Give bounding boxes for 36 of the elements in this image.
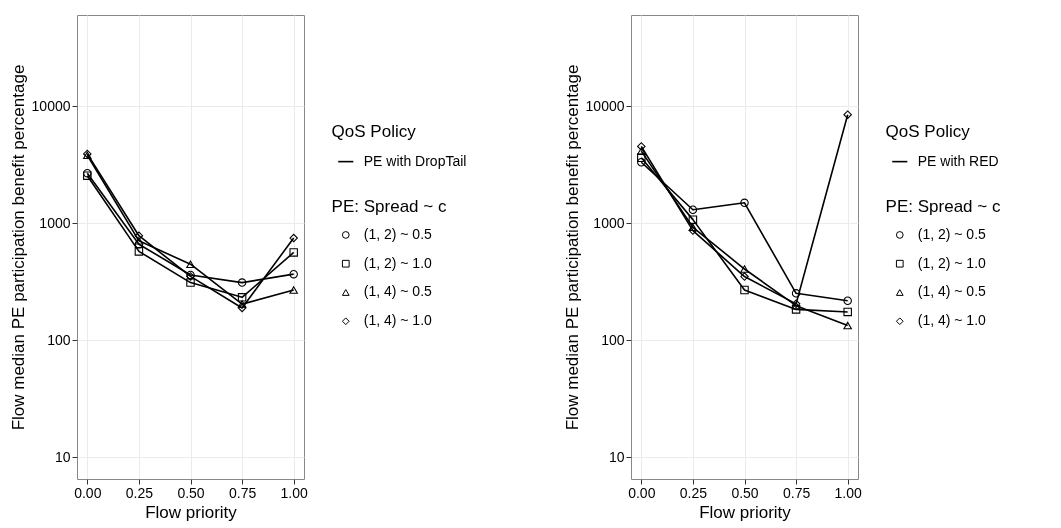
y-tick-label: 10000 bbox=[585, 97, 625, 114]
legend-label: (1, 2) ~ 1.0 bbox=[363, 254, 433, 271]
y-tick-label: 100 bbox=[601, 331, 625, 348]
y-axis-title: Flow median PE participation benefit percentage bbox=[562, 64, 582, 431]
y-tick-label: 10000 bbox=[31, 97, 71, 114]
text: QoS Policy bbox=[885, 121, 971, 141]
y-axis-title: Flow median PE participation benefit percentage bbox=[8, 64, 28, 431]
legend-title: PE: Spread ~ c bbox=[885, 197, 1001, 217]
x-tick-label: 0.25 bbox=[679, 484, 708, 501]
y-tick-label: 1000 bbox=[593, 214, 625, 231]
y-tick-label: 10 bbox=[54, 448, 71, 465]
legend-label: (1, 2) ~ 0.5 bbox=[363, 225, 433, 242]
x-tick-label: 0.50 bbox=[177, 484, 205, 501]
legend-label: (1, 4) ~ 0.5 bbox=[917, 283, 987, 300]
text: PE with RED bbox=[917, 152, 999, 169]
legend-title: PE: Spread ~ c bbox=[331, 197, 447, 217]
y-tick-label: 10 bbox=[608, 448, 625, 465]
y-tick-label: 1000 bbox=[39, 214, 71, 231]
x-tick-label: 0.00 bbox=[628, 484, 656, 501]
x-tick-label: 1.00 bbox=[280, 484, 309, 501]
text: QoS Policy bbox=[331, 121, 417, 141]
legend-label: (1, 2) ~ 1.0 bbox=[917, 254, 987, 271]
x-tick-label: 0.25 bbox=[125, 484, 154, 501]
x-tick-label: 0.75 bbox=[228, 484, 257, 501]
x-tick-label: 1.00 bbox=[834, 484, 863, 501]
x-axis-title: Flow priority bbox=[699, 502, 792, 522]
y-tick-label: 100 bbox=[47, 331, 71, 348]
x-tick-label: 0.50 bbox=[731, 484, 759, 501]
legend-label: (1, 4) ~ 1.0 bbox=[363, 312, 433, 329]
legend-label: (1, 4) ~ 1.0 bbox=[917, 312, 987, 329]
x-tick-label: 0.00 bbox=[74, 484, 102, 501]
x-axis-title: Flow priority bbox=[145, 502, 238, 522]
text: PE with DropTail bbox=[363, 152, 467, 169]
legend-label: (1, 2) ~ 0.5 bbox=[917, 225, 987, 242]
legend-label: (1, 4) ~ 0.5 bbox=[363, 283, 433, 300]
x-tick-label: 0.75 bbox=[782, 484, 811, 501]
